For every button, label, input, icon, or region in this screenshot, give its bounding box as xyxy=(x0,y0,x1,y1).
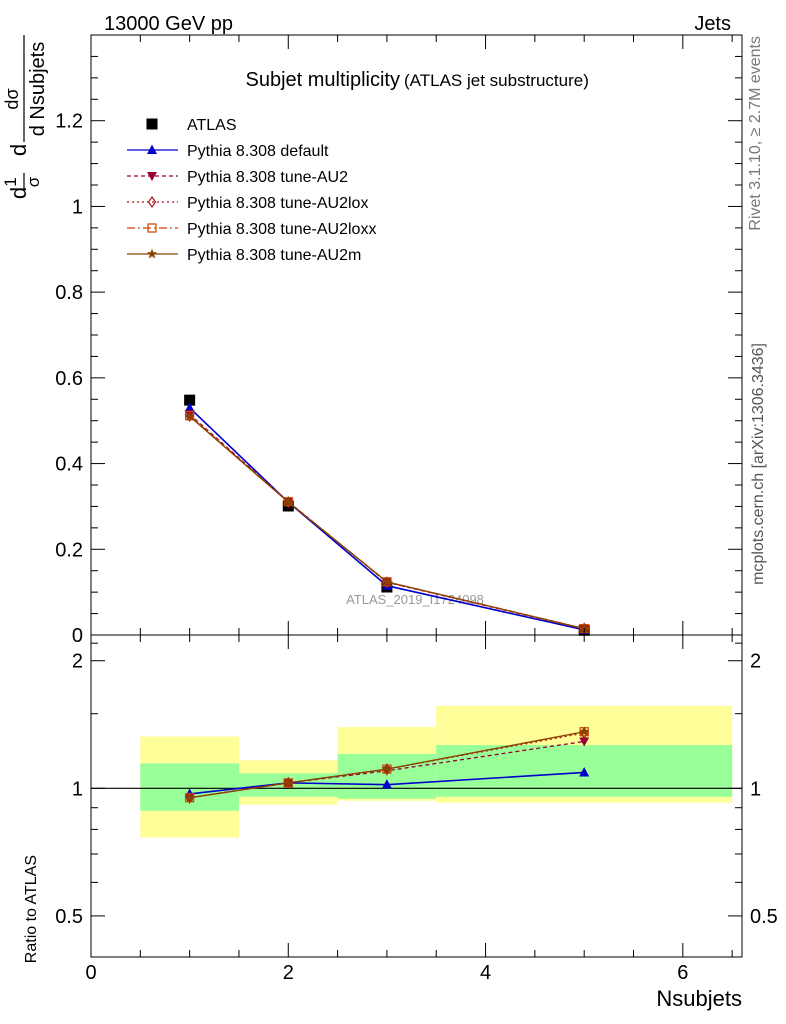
ratio-line xyxy=(189,731,585,799)
legend-label: Pythia 8.308 tune-AU2loxx xyxy=(187,221,376,238)
legend-marker xyxy=(147,172,157,181)
y-tick-label: 0 xyxy=(72,625,83,647)
ylabel-num: dσ xyxy=(2,88,22,109)
y-tick-label: 1.2 xyxy=(55,111,83,133)
legend-entry: Pythia 8.308 default xyxy=(127,143,329,160)
legend-marker xyxy=(147,223,157,233)
legend-marker xyxy=(147,144,157,154)
ratio-plot-axes: 0.5 0.5 1 1 2 2 0 2 4 6 xyxy=(55,635,778,984)
legend-label: Pythia 8.308 default xyxy=(187,143,329,160)
legend-marker xyxy=(146,248,158,259)
legend-label: Pythia 8.308 tune-AU2m xyxy=(187,247,361,264)
ratio-plot-panel: 0.5 0.5 1 1 2 2 0 2 4 6 Ratio to ATLAS Nsubjets xyxy=(23,634,778,1011)
legend-entry: Pythia 8.308 tune-AU2lox xyxy=(127,195,368,212)
ratio-y-axis-label: Ratio to ATLAS xyxy=(23,855,40,963)
main-plot-title: Subjet multiplicity xyxy=(245,69,400,91)
data-point xyxy=(184,410,195,421)
legend: ATLAS Pythia 8.308 default Pythia 8.308 tu… xyxy=(127,117,376,264)
legend-marker xyxy=(146,118,158,130)
series-line xyxy=(189,415,585,630)
series-line xyxy=(189,407,585,631)
main-plot-series xyxy=(184,394,590,636)
main-plot-subtitle: (ATLAS jet substructure) xyxy=(404,71,589,90)
ratio-point xyxy=(578,726,590,737)
legend-label: Pythia 8.308 tune-AU2 xyxy=(187,169,348,186)
main-plot-panel: ATLAS_2019_I1724098 0 0.2 0.4 0.6 0.8 1 1.2 Su… xyxy=(55,34,743,647)
x-tick-label: 6 xyxy=(677,962,688,984)
ylabel-den: d Nsubjets xyxy=(27,42,49,137)
ratio-line xyxy=(189,771,585,795)
legend-label: ATLAS xyxy=(187,117,237,134)
uncertainty-band-green xyxy=(337,753,437,799)
ratio-series xyxy=(184,726,590,804)
y-tick-label: 0.6 xyxy=(55,368,83,390)
ratio-point xyxy=(579,737,590,747)
ratio-y-tick-label-right: 0.5 xyxy=(750,906,778,928)
ratio-point xyxy=(381,779,392,789)
ratio-plot-frame xyxy=(90,634,743,958)
legend-entry: Pythia 8.308 tune-AU2loxx xyxy=(127,221,376,238)
ylabel-d: d xyxy=(6,187,31,199)
legend-entry: Pythia 8.308 tune-AU2 xyxy=(127,169,348,186)
data-point xyxy=(381,576,393,587)
header-energy-label: 13000 GeV pp xyxy=(104,13,233,35)
ratio-y-tick-label: 2 xyxy=(72,651,83,673)
rivet-version-label: Rivet 3.1.10, ≥ 2.7M events xyxy=(747,36,764,231)
legend-label: Pythia 8.308 tune-AU2lox xyxy=(187,195,368,212)
ylabel-d2: d xyxy=(6,144,31,156)
main-plot-axes: 0 0.2 0.4 0.6 0.8 1 1.2 xyxy=(55,35,742,647)
ylabel-frac-num: 1 xyxy=(1,177,20,186)
ratio-series-pythia-8-308-tune-au2m xyxy=(184,726,590,803)
ratio-y-tick-label-right: 1 xyxy=(750,778,761,800)
x-tick-label: 0 xyxy=(85,962,96,984)
ratio-point xyxy=(381,763,393,774)
legend-entry: Pythia 8.308 tune-AU2m xyxy=(127,247,361,264)
ylabel-frac-den: σ xyxy=(24,176,43,187)
data-point xyxy=(283,496,294,507)
ratio-uncertainty-bands xyxy=(91,705,742,838)
ratio-point xyxy=(579,766,590,777)
y-tick-label: 1 xyxy=(72,196,83,218)
x-tick-label: 4 xyxy=(480,962,491,984)
watermark-label: ATLAS_2019_I1724098 xyxy=(346,592,484,607)
x-tick-label: 2 xyxy=(283,962,294,984)
y-tick-label: 0.8 xyxy=(55,282,83,304)
ratio-y-tick-label-right: 2 xyxy=(750,651,761,673)
data-point xyxy=(185,409,194,423)
x-axis-label: Nsubjets xyxy=(656,986,742,1011)
header-process-label: Jets xyxy=(694,13,731,35)
data-point xyxy=(184,402,195,412)
y-tick-label: 0.2 xyxy=(55,539,83,561)
legend-marker xyxy=(147,195,157,209)
data-point xyxy=(184,394,196,406)
ratio-point xyxy=(283,777,294,788)
legend-entry: ATLAS xyxy=(146,117,237,134)
ratio-y-tick-label: 0.5 xyxy=(55,906,83,928)
ratio-point xyxy=(184,792,195,803)
ratio-y-tick-label: 1 xyxy=(72,778,83,800)
y-tick-label: 0.4 xyxy=(55,454,83,476)
mcplots-label: mcplots.cern.ch [arXiv:1306.3436] xyxy=(750,343,767,585)
